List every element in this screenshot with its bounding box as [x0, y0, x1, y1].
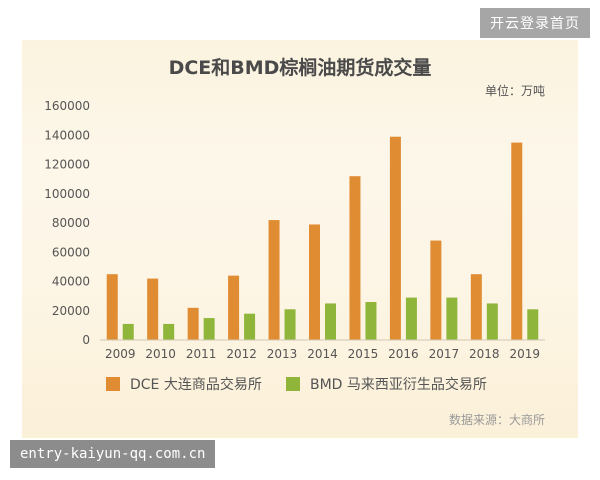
unit-label: 单位：万吨 — [485, 83, 545, 98]
y-axis: 0 20000 40000 60000 80000 100000 120000 140000 1… — [44, 99, 90, 347]
x-tick-label: 2011 — [186, 347, 217, 361]
y-tick-label: 160000 — [44, 99, 90, 113]
bar-dce — [147, 278, 159, 340]
x-tick-label: 2017 — [429, 347, 460, 361]
bar-dce — [106, 274, 118, 340]
y-tick-label: 0 — [82, 333, 90, 347]
bar-dce — [228, 275, 240, 340]
bar-bmd — [325, 303, 336, 340]
chart-title: DCE和BMD棕榈油期货成交量 — [169, 56, 432, 79]
x-tick-label: 2013 — [267, 347, 298, 361]
bar-dce — [430, 240, 442, 340]
x-tick-label: 2012 — [226, 347, 257, 361]
y-tick-label: 20000 — [52, 304, 90, 318]
bar-dce — [187, 307, 199, 340]
top-home-link[interactable]: 开云登录首页 — [480, 8, 590, 38]
x-tick-label: 2015 — [348, 347, 379, 361]
bars-group — [106, 136, 539, 340]
bar-bmd — [163, 323, 175, 340]
legend-swatch — [286, 377, 300, 391]
bar-bmd — [122, 323, 134, 340]
bar-bmd — [527, 309, 539, 340]
legend-label: BMD 马来西亚衍生品交易所 — [310, 376, 487, 393]
legend-swatch — [106, 377, 120, 391]
bar-bmd — [284, 309, 296, 340]
bar-dce — [389, 136, 401, 340]
source-label: 数据来源：大商所 — [449, 412, 545, 427]
x-axis: 2009 2010 2011 2012 2013 2014 2015 2016 2017 2018… — [100, 339, 545, 361]
bar-dce — [268, 220, 280, 340]
bar-bmd — [203, 318, 215, 340]
x-tick-label: 2018 — [469, 347, 500, 361]
bar-bmd — [486, 303, 498, 340]
bar-dce — [309, 224, 320, 340]
x-tick-label: 2009 — [105, 347, 136, 361]
bar-bmd — [405, 297, 417, 340]
x-tick-label: 2016 — [388, 347, 419, 361]
watermark-link[interactable]: entry-kaiyun-qq.com.cn — [10, 440, 216, 468]
bar-dce — [511, 142, 523, 340]
y-tick-label: 40000 — [52, 275, 90, 289]
bar-dce — [349, 176, 361, 340]
legend: DCE 大连商品交易所 BMD 马来西亚衍生品交易所 — [106, 376, 487, 393]
y-tick-label: 120000 — [44, 158, 90, 172]
bar-dce — [470, 274, 482, 340]
chart-panel — [22, 40, 578, 438]
y-tick-label: 80000 — [52, 216, 90, 230]
x-tick-label: 2014 — [307, 347, 338, 361]
y-tick-label: 140000 — [44, 128, 90, 142]
y-tick-label: 100000 — [44, 187, 90, 201]
bar-bmd — [446, 297, 458, 340]
x-tick-label: 2019 — [509, 347, 540, 361]
legend-label: DCE 大连商品交易所 — [130, 376, 262, 393]
bar-bmd — [365, 301, 377, 340]
bar-bmd — [244, 313, 256, 340]
x-tick-label: 2010 — [145, 347, 176, 361]
y-tick-label: 60000 — [52, 245, 90, 259]
